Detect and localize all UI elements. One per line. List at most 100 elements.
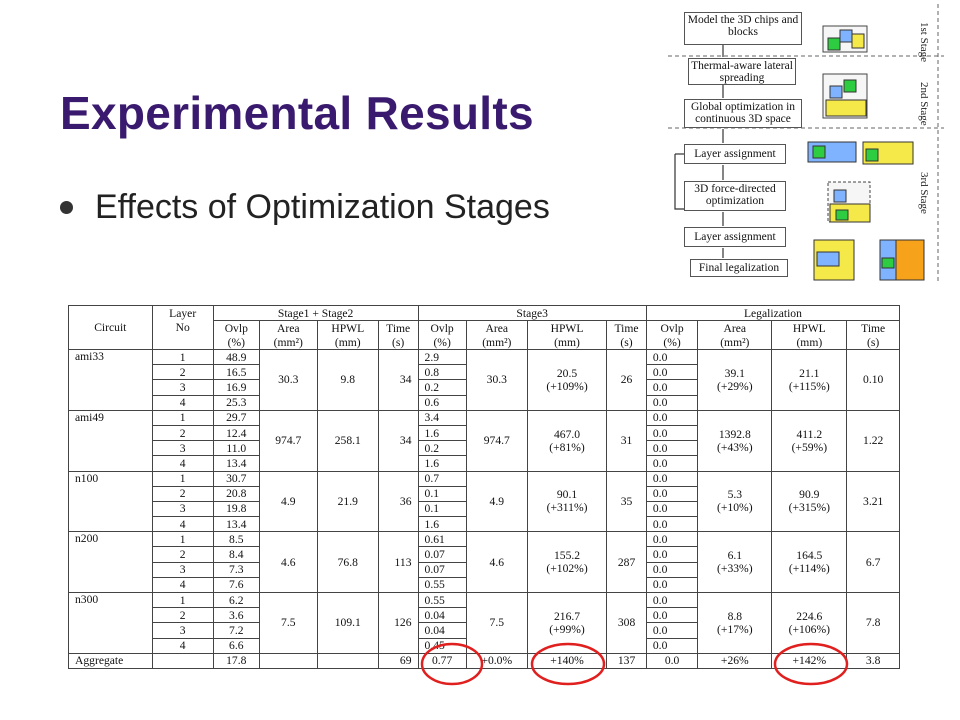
aggregate-row: Aggregate 17.8 69 0.77 +0.0% +140% 137 0… bbox=[68, 652, 900, 669]
header-ovlp: Ovlp bbox=[645, 320, 699, 335]
table-cell: 13.4 bbox=[212, 455, 260, 472]
stage-label-1: 1st Stage bbox=[918, 22, 930, 63]
chip-illustration-2 bbox=[822, 73, 868, 119]
stage-label-2: 2nd Stage bbox=[918, 82, 930, 126]
table-cell: 0.0 bbox=[645, 440, 699, 457]
results-table: Circuit Layer Stage1 + Stage2 Stage3 Leg… bbox=[68, 305, 901, 669]
table-cell: 0.1 bbox=[417, 485, 467, 502]
table-cell bbox=[316, 652, 379, 669]
table-cell: 0.0 bbox=[645, 531, 699, 548]
table-row: 2 3.6 0.04 0.0 bbox=[69, 607, 900, 624]
table-cell: 4.9 bbox=[465, 470, 528, 533]
table-cell: 0.0 bbox=[645, 348, 699, 366]
header-hpwl: HPWL bbox=[771, 320, 848, 335]
aggregate-label: Aggregate bbox=[68, 652, 153, 669]
cell-percent: (+106%) bbox=[788, 622, 830, 636]
table-row: n300 1 6.2 7.5 109.1 126 0.55 7.5 216.7 (+99%) 308… bbox=[68, 591, 900, 654]
cell-value: 8.8 bbox=[727, 609, 743, 623]
table-cell: 155.2 (+102%) bbox=[526, 531, 608, 593]
table-row: n100 1 30.7 4.9 21.9 36 0.7 4.9 90.1 (+311%) 35 0.0… bbox=[68, 470, 900, 533]
circuit-name: ami49 bbox=[68, 409, 153, 472]
table-cell: 113 bbox=[377, 531, 419, 593]
chip-illustration-1 bbox=[822, 25, 868, 53]
layer-number: 2 bbox=[151, 546, 214, 563]
table-cell: 0.2 bbox=[417, 379, 467, 396]
agg-area3-cell: +0.0% bbox=[465, 652, 528, 669]
cell-percent: (+29%) bbox=[717, 379, 753, 393]
header-layer: Layer bbox=[151, 305, 214, 321]
table-row: 3 7.3 0.07 0.0 bbox=[69, 561, 900, 578]
table-cell: 34 bbox=[377, 349, 419, 411]
layer-number: 1 bbox=[151, 591, 214, 609]
table-cell: 20.8 bbox=[212, 485, 260, 502]
table-cell: 0.10 bbox=[846, 349, 900, 411]
circuit-name: ami33 bbox=[68, 349, 153, 411]
table-cell: 137 bbox=[606, 652, 647, 669]
slide-title: Experimental Results bbox=[60, 87, 534, 139]
flow-step-layer-assign-2: Layer assignment bbox=[684, 227, 786, 247]
table-row: n200 1 8.5 4.6 76.8 113 0.61 4.6 155.2 (+102%) 287… bbox=[68, 531, 900, 593]
layer-number: 2 bbox=[151, 364, 214, 381]
table-cell: 4.9 bbox=[258, 470, 318, 533]
table-cell: 25.3 bbox=[212, 394, 260, 411]
agg-ovlp3-cell: 0.77 bbox=[417, 652, 467, 669]
cell-percent: (+99%) bbox=[549, 622, 585, 636]
cell-value: 224.6 bbox=[796, 609, 823, 623]
table-cell: 0.6 bbox=[417, 394, 467, 411]
agg-hpwlL-cell: +142% bbox=[771, 652, 848, 669]
header-time: Time bbox=[377, 320, 419, 335]
cell-value: 155.2 bbox=[553, 549, 581, 563]
table-cell: 411.2 (+59%) bbox=[771, 409, 848, 472]
table-cell: 1.6 bbox=[417, 516, 467, 533]
table-cell: 0.7 bbox=[417, 470, 467, 487]
table-cell: 36 bbox=[377, 470, 419, 533]
table-row: 3 7.2 0.04 0.0 bbox=[69, 622, 900, 639]
header-layer-blank bbox=[151, 335, 214, 350]
cell-percent: (+311%) bbox=[546, 501, 588, 515]
table-row: 2 12.4 1.6 0.0 bbox=[69, 424, 900, 442]
table-cell: 7.5 bbox=[465, 592, 528, 654]
cell-percent: (+315%) bbox=[788, 501, 830, 515]
header-legalization: Legalization bbox=[645, 305, 901, 321]
table-cell: 8.4 bbox=[212, 546, 260, 563]
cell-value: 20.5 bbox=[556, 366, 578, 380]
table-row: 3 16.9 0.2 0.0 bbox=[69, 379, 900, 396]
chip-illustration-4 bbox=[827, 181, 871, 223]
header-row-1: Circuit Layer Stage1 + Stage2 Stage3 Leg… bbox=[68, 305, 901, 350]
table-cell: 26 bbox=[606, 349, 647, 411]
table-cell: 1392.8 (+43%) bbox=[697, 409, 773, 472]
table-cell: 0.0 bbox=[645, 364, 699, 381]
layer-number: 3 bbox=[151, 622, 214, 639]
agg-areaL-cell: +26% bbox=[697, 652, 773, 669]
table-cell: 21.1 (+115%) bbox=[771, 349, 848, 411]
header-area: Area bbox=[697, 320, 773, 335]
table-cell: 0.07 bbox=[417, 546, 467, 563]
table-row: 4 13.4 1.6 0.0 bbox=[69, 455, 900, 472]
header-unit: (s) bbox=[606, 335, 647, 350]
table-cell: 0.1 bbox=[417, 500, 467, 518]
table-cell: 30.3 bbox=[258, 349, 318, 411]
table-cell: 7.8 bbox=[846, 592, 900, 654]
table-cell: 31 bbox=[606, 409, 647, 472]
cell-percent: (+43%) bbox=[717, 440, 753, 454]
table-cell: 69 bbox=[377, 652, 419, 669]
table-cell: 0.0 bbox=[645, 561, 699, 578]
table-cell: 287 bbox=[606, 531, 647, 593]
table-cell: 0.0 bbox=[645, 607, 699, 624]
header-area: Area bbox=[258, 320, 318, 335]
cell-value: 411.2 bbox=[796, 427, 823, 441]
table-cell: 0.0 bbox=[645, 500, 699, 518]
layer-number: 1 bbox=[151, 409, 214, 426]
cell-percent: (+115%) bbox=[788, 379, 830, 393]
table-cell: 0.0 bbox=[645, 424, 699, 442]
table-cell: 0.55 bbox=[417, 591, 467, 609]
table-cell: 29.7 bbox=[212, 409, 260, 426]
cell-percent: (+81%) bbox=[549, 440, 585, 454]
agg-hpwl3-cell: +140% bbox=[526, 652, 608, 669]
table-cell: 0.04 bbox=[417, 622, 467, 639]
table-cell: 1.6 bbox=[417, 424, 467, 442]
circuit-name: n100 bbox=[68, 470, 153, 533]
table-cell: 8.5 bbox=[212, 531, 260, 548]
header-unit: (mm) bbox=[526, 335, 608, 350]
chip-illustration-3 bbox=[807, 141, 914, 165]
